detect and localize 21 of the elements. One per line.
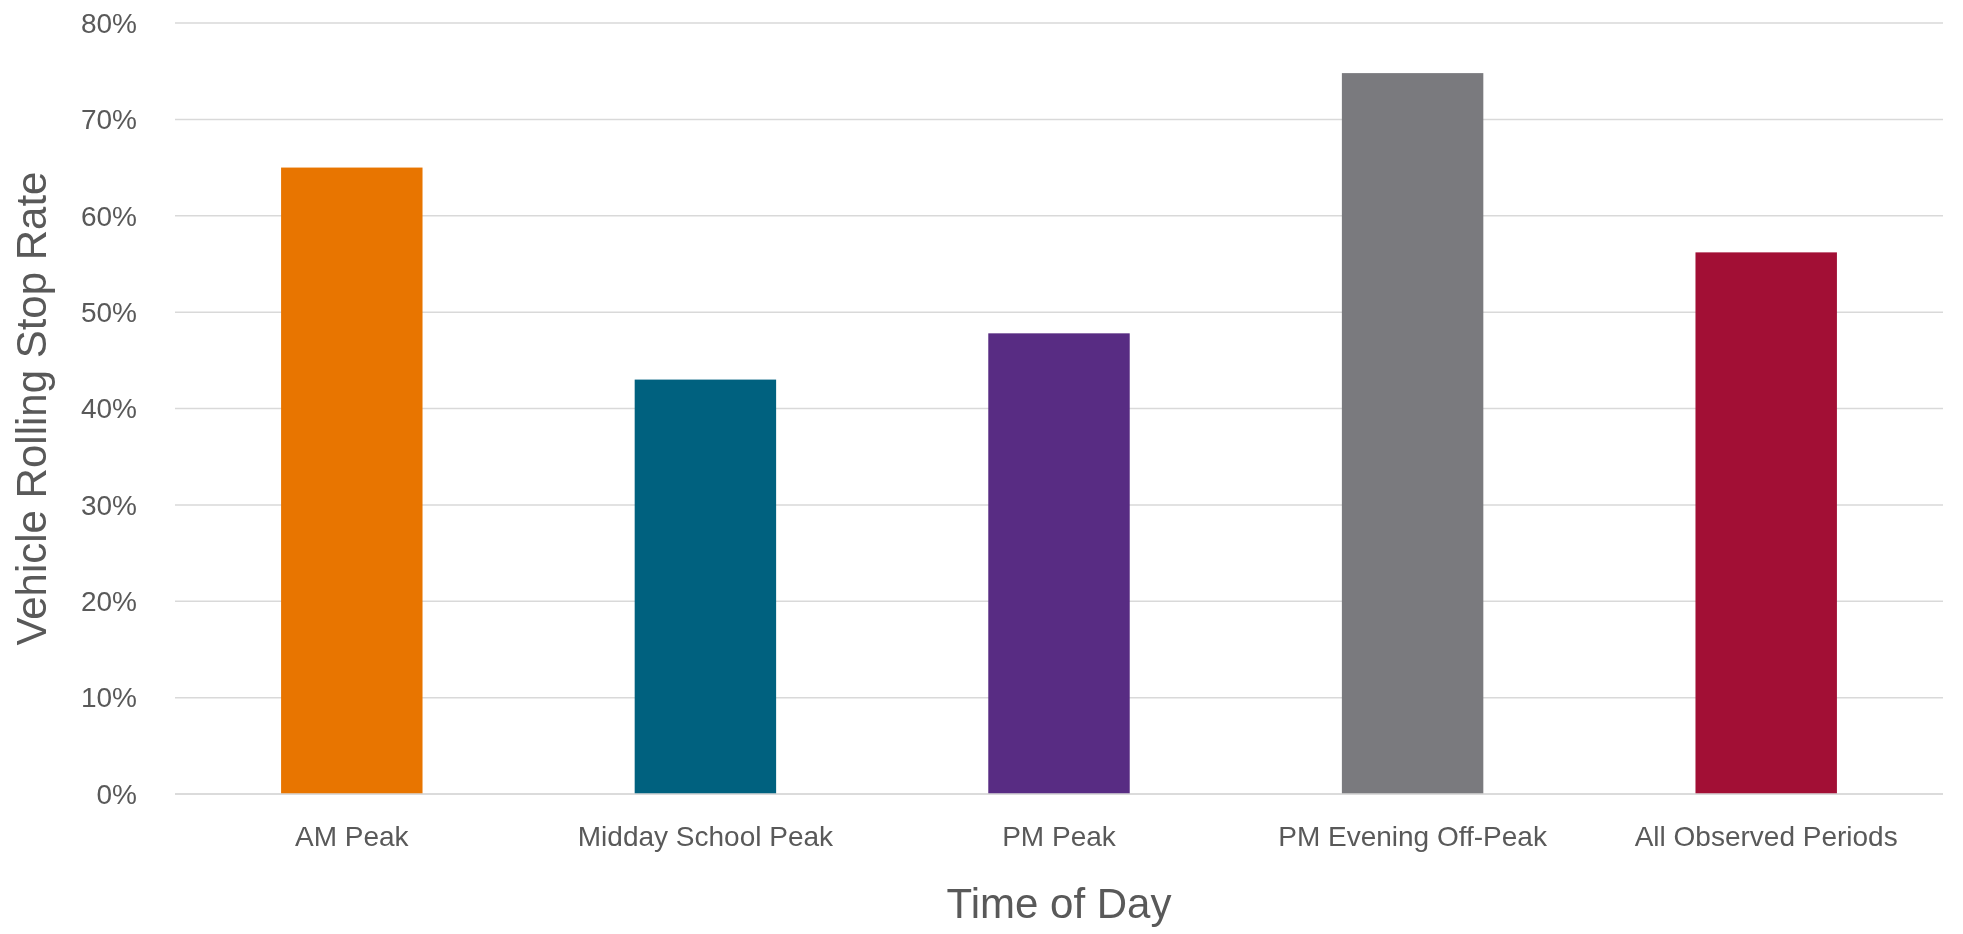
x-tick-label: PM Peak: [1002, 821, 1117, 852]
y-tick-label: 30%: [80, 489, 137, 521]
y-tick-label: 70%: [80, 104, 137, 136]
bar: [988, 333, 1130, 794]
y-tick-label: 10%: [80, 682, 137, 714]
y-tick-label: 60%: [80, 200, 137, 232]
bar: [634, 379, 777, 794]
bar: [281, 167, 423, 794]
bar: [1695, 252, 1837, 794]
x-tick-label: PM Evening Off-Peak: [1278, 821, 1548, 852]
y-tick-label: 20%: [80, 586, 137, 618]
x-axis-title: Time of Day: [946, 880, 1172, 927]
bar: [1341, 73, 1484, 794]
y-tick-label: 80%: [80, 7, 137, 39]
x-tick-label: All Observed Periods: [1634, 821, 1898, 852]
y-axis-title: Vehicle Rolling Stop Rate: [8, 171, 55, 646]
y-tick-label: 40%: [80, 393, 137, 425]
y-tick-label: 50%: [80, 296, 137, 328]
y-tick-label: 0%: [96, 778, 137, 810]
x-tick-label: AM Peak: [295, 821, 410, 852]
x-tick-label: Midday School Peak: [577, 821, 835, 852]
